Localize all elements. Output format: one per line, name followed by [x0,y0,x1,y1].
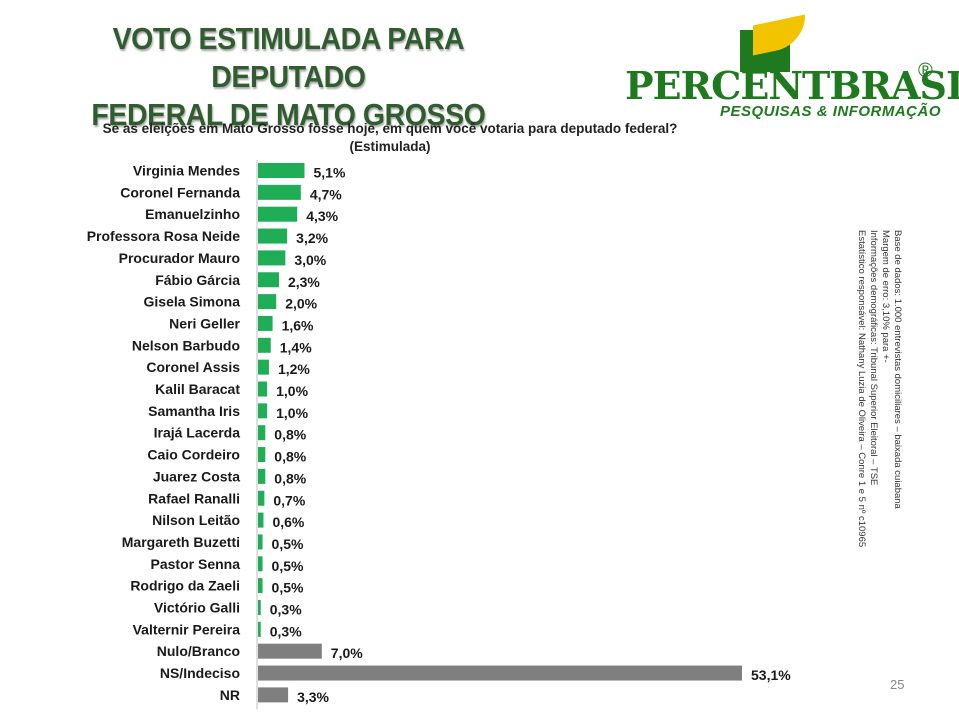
question-line-1: Se as eleições em Mato Grosso fosse hoje… [102,121,678,136]
data-label: 1,2% [278,361,310,377]
bar [258,250,286,266]
logo-registered-mark: ® [918,60,933,82]
category-label: Neri Geller [169,315,240,331]
data-label: 1,6% [282,317,314,333]
category-label: Rafael Ranalli [148,490,240,506]
category-label: Pastor Senna [151,556,241,572]
logo-brand-part2: BRASIL [829,63,959,108]
data-label: 0,5% [272,536,304,552]
category-label: Kalil Baracat [155,381,240,397]
data-label: 0,6% [272,514,304,530]
category-label: Nulo/Branco [157,643,240,659]
category-label: Margareth Buzetti [122,534,240,550]
data-label: 3,3% [297,689,329,705]
category-label: Fábio Gárcia [155,272,240,288]
bar [258,206,298,222]
bar [258,512,264,528]
bar [258,403,268,419]
category-label: Emanuelzinho [145,206,240,222]
data-label: 4,3% [306,208,338,224]
category-label: Coronel Assis [146,359,240,375]
category-label: Nelson Barbudo [132,337,240,353]
bar [258,447,266,463]
data-label: 1,0% [276,405,308,421]
data-label: 0,5% [272,580,304,596]
category-label: Gisela Simona [144,294,241,310]
data-label: 0,5% [272,558,304,574]
bar [258,163,305,178]
category-label: Valternir Pereira [133,621,241,637]
data-label: 3,0% [294,252,326,268]
bar [258,381,268,397]
logo-flag-yellow-shape [753,14,805,56]
bar [258,315,273,331]
percentbrasil-logo: PERCENTBRASIL ® PESQUISAS & INFORMAÇÃO [620,8,959,123]
bar [258,272,279,288]
bar [258,621,261,637]
category-label: Rodrigo da Zaeli [130,578,240,594]
data-label: 5,1% [313,165,345,181]
data-label: 2,0% [285,296,317,312]
question-line-2: (Estimulada) [349,139,431,154]
data-label: 0,8% [274,427,306,443]
bar [258,534,263,550]
bar [258,425,266,441]
bar [258,578,263,594]
data-label: 2,3% [288,274,320,290]
category-label: Juarez Costa [153,468,240,484]
data-label: 0,8% [274,470,306,486]
logo-brand-text: PERCENTBRASIL [625,63,959,108]
bar [258,490,265,506]
category-label: Irajá Lacerda [154,425,241,441]
category-label: NR [220,687,240,703]
category-label: Professora Rosa Neide [87,228,240,244]
logo-tagline: PESQUISAS & INFORMAÇÃO [720,103,942,120]
title-line-1: VOTO ESTIMULADA PARA DEPUTADO [112,21,465,94]
data-label: 0,3% [270,623,302,639]
category-label: Samantha Iris [148,403,240,419]
bar [258,665,742,681]
bar [258,556,263,572]
data-label: 0,8% [274,449,306,465]
category-label: Nilson Leitão [152,512,240,528]
bar [258,337,271,353]
category-label: NS/Indeciso [160,665,240,681]
survey-question: Se as eleições em Mato Grosso fosse hoje… [80,120,700,156]
data-label: 1,4% [280,339,312,355]
data-label: 0,7% [273,492,305,508]
bar [258,228,288,244]
data-label: 0,3% [270,602,302,618]
bar [258,687,289,703]
data-label: 3,2% [296,230,328,246]
data-label: 7,0% [331,645,363,661]
category-label: Coronel Fernanda [120,184,240,200]
page-number: 25 [890,677,905,692]
data-label: 1,0% [276,383,308,399]
bar [258,359,269,375]
page-title: VOTO ESTIMULADA PARA DEPUTADO FEDERAL DE… [40,20,537,134]
bar [258,184,301,200]
category-label: Virginia Mendes [133,163,240,179]
bar [258,294,277,310]
category-label: Procurador Mauro [119,250,240,266]
data-label: 4,7% [310,186,342,202]
bar [258,643,322,659]
data-label: 53,1% [751,667,791,683]
title-line-2: FEDERAL DE MATO GROSSO [91,97,486,132]
logo-brand-part1: PERCENT [625,63,830,108]
bar [258,468,266,484]
category-label: Caio Cordeiro [147,447,240,463]
bar-chart: Virginia Mendes 5,1% Coronel Fernanda 4,7% E… [87,160,791,710]
bar [258,600,261,615]
category-label: Victório Galli [154,600,240,616]
